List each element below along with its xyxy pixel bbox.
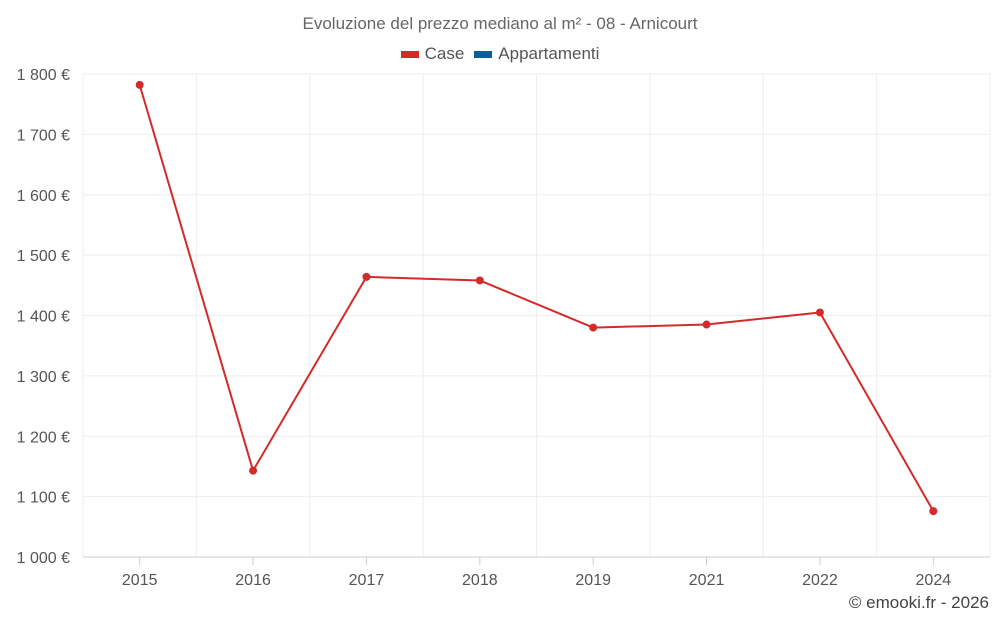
legend: Case Appartamenti xyxy=(0,44,1000,64)
legend-item-case[interactable]: Case xyxy=(400,44,465,64)
data-point xyxy=(135,80,144,89)
y-tick-label: 1 700 € xyxy=(17,127,70,144)
legend-swatch-appartamenti xyxy=(474,50,493,58)
x-tick-label: 2021 xyxy=(689,572,725,589)
data-point xyxy=(475,276,484,285)
chart-title: Evoluzione del prezzo mediano al m² - 08… xyxy=(302,14,698,33)
legend-label-case: Case xyxy=(424,44,465,63)
y-tick-label: 1 600 € xyxy=(17,188,70,205)
y-tick-label: 1 300 € xyxy=(17,369,70,386)
legend-label-appartamenti: Appartamenti xyxy=(498,44,600,63)
y-tick-label: 1 100 € xyxy=(17,490,70,507)
x-tick-label: 2022 xyxy=(802,572,838,589)
legend-item-appartamenti[interactable]: Appartamenti xyxy=(474,44,599,64)
x-tick-label: 2024 xyxy=(916,572,952,589)
data-point xyxy=(929,507,938,516)
data-point xyxy=(815,308,824,317)
legend-swatch-case xyxy=(400,50,419,58)
x-tick-label: 2016 xyxy=(235,572,271,589)
x-tick-label: 2018 xyxy=(462,572,498,589)
y-tick-label: 1 000 € xyxy=(17,550,70,567)
y-tick-label: 1 800 € xyxy=(17,67,70,84)
x-tick-label: 2017 xyxy=(349,572,385,589)
data-point xyxy=(362,272,371,281)
x-tick-label: 2015 xyxy=(122,572,158,589)
data-point xyxy=(702,320,711,329)
series-line-case xyxy=(138,84,935,512)
x-tick-label: 2019 xyxy=(575,572,611,589)
data-point xyxy=(589,323,598,332)
y-tick-label: 1 500 € xyxy=(17,248,70,265)
y-tick-label: 1 400 € xyxy=(17,309,70,326)
credit-text: © emooki.fr - 2026 xyxy=(848,593,989,612)
y-tick-label: 1 200 € xyxy=(17,429,70,446)
data-point xyxy=(249,466,258,475)
